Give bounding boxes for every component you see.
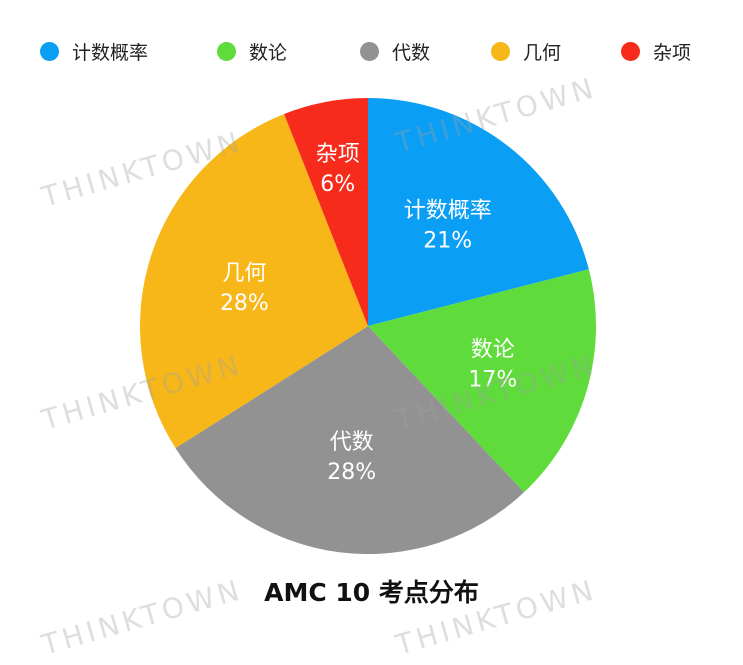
pie-slice <box>368 269 597 493</box>
pie-slice-category: 计数概率 <box>404 198 492 223</box>
legend-item: 几何 <box>491 34 561 68</box>
pie-slice <box>368 97 589 326</box>
legend-item: 代数 <box>360 34 430 68</box>
pie-slice <box>284 98 368 326</box>
pie-slice-labels: 计数概率 21% 数论 17% 代数 28% 几何 28% 杂项 6% <box>220 142 517 485</box>
pie-slices <box>139 97 597 555</box>
pie-slice-category: 几何 <box>222 261 266 286</box>
legend-item: 杂项 <box>621 34 691 68</box>
pie-slice-label: 代数 28% <box>327 430 376 485</box>
chart-legend: 计数概率 数论 代数 几何 杂项 <box>0 34 743 68</box>
legend-color-dot <box>217 41 236 61</box>
legend-color-dot <box>360 41 379 61</box>
pie-slice-label: 杂项 6% <box>316 142 360 197</box>
pie-slice-category: 杂项 <box>316 142 360 167</box>
pie-slice-percent: 28% <box>220 291 269 316</box>
legend-label: 数论 <box>249 41 288 64</box>
legend-item: 计数概率 <box>40 34 148 68</box>
pie-slice-percent: 21% <box>423 228 472 253</box>
pie-slice-label: 数论 17% <box>468 337 517 392</box>
pie-slice-percent: 28% <box>327 460 376 485</box>
legend-label: 计数概率 <box>72 41 149 64</box>
pie-slice-percent: 6% <box>320 172 355 197</box>
pie-slice-category: 代数 <box>330 430 374 455</box>
legend-item: 数论 <box>217 34 287 68</box>
legend-label: 代数 <box>392 41 431 64</box>
pie-slice-label: 几何 28% <box>220 261 269 316</box>
pie-slice-label: 计数概率 21% <box>404 198 492 253</box>
legend-color-dot <box>491 41 510 61</box>
pie-slice <box>175 326 525 555</box>
pie-slice-category: 数论 <box>471 337 515 362</box>
chart-title: AMC 10 考点分布 <box>264 578 479 607</box>
pie-slice <box>139 114 368 449</box>
legend-color-dot <box>40 41 59 61</box>
legend-label: 杂项 <box>653 41 692 64</box>
legend-label: 几何 <box>523 41 562 64</box>
legend-color-dot <box>621 41 640 61</box>
pie-slice-percent: 17% <box>468 367 517 392</box>
